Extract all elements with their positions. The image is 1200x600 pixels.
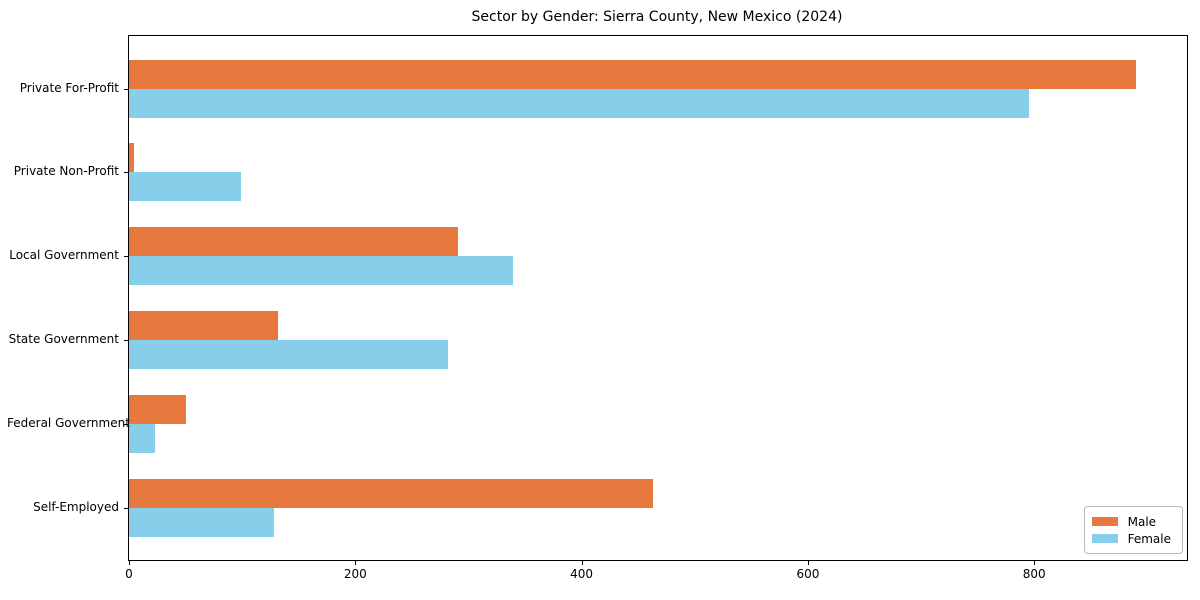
y-tick-mark [124,172,128,174]
y-axis-category-label: Private For-Profit [19,80,119,95]
bar-male-2 [129,227,459,257]
bar-female-4 [129,423,156,453]
x-tick-label: 800 [1022,567,1046,581]
legend-item-male: Male [1091,513,1171,530]
legend-swatch-male [1091,517,1118,526]
legend-item-female: Female [1091,530,1171,547]
y-tick-mark [124,423,128,425]
y-tick-mark [124,88,128,90]
y-axis-category-label: Federal Government [7,415,130,430]
y-axis-category-label: Private Non-Profit [13,164,119,179]
bar-male-0 [129,59,1137,89]
y-axis-category-label: State Government [8,331,119,346]
x-tick-mark [581,561,583,565]
bar-female-3 [129,339,449,369]
y-axis-category-label: Local Government [9,248,119,263]
legend: Male Female [1083,506,1183,554]
x-tick-mark [129,561,130,565]
x-tick-label: 600 [796,567,820,581]
legend-label: Male [1127,514,1157,529]
x-tick-label: 200 [343,567,367,581]
bar-male-4 [129,394,186,424]
x-tick-mark [355,561,357,565]
bar-male-1 [129,143,134,173]
bar-female-0 [129,88,1029,118]
legend-label: Female [1127,531,1171,546]
chart-title: Sector by Gender: Sierra County, New Mex… [471,9,843,25]
plot-area: Private For-Profit Private Non-Profit Loca… [7,35,1188,581]
bar-male-3 [129,310,279,340]
y-tick-mark [124,507,128,509]
legend-swatch-female [1091,534,1118,543]
x-tick-mark [807,561,809,565]
x-tick-label: 400 [570,567,594,581]
y-axis-category-label: Self-Employed [33,499,119,514]
x-tick-label: 0 [125,567,133,581]
bar-female-1 [129,172,242,202]
bar-male-5 [129,478,653,508]
bar-female-2 [129,256,513,286]
y-tick-mark [124,256,128,258]
y-tick-mark [124,339,128,341]
bar-female-5 [129,507,274,537]
x-tick-mark [1034,561,1036,565]
